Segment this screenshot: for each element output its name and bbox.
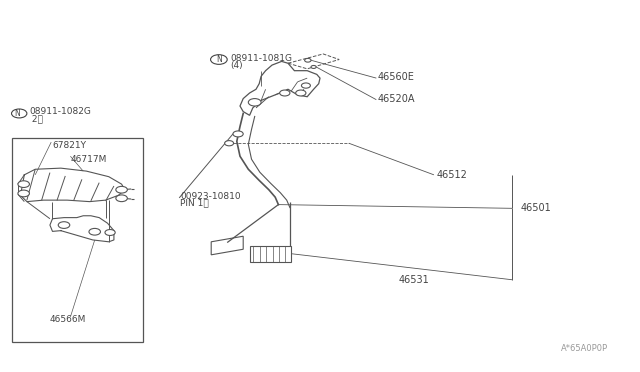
Text: 00923-10810: 00923-10810 bbox=[180, 192, 241, 201]
Circle shape bbox=[280, 90, 290, 96]
Circle shape bbox=[305, 58, 311, 62]
Circle shape bbox=[58, 222, 70, 228]
Bar bbox=[12, 138, 143, 342]
Circle shape bbox=[18, 181, 29, 187]
Text: 46717M: 46717M bbox=[70, 155, 107, 164]
Circle shape bbox=[89, 228, 100, 235]
Text: 67821Y: 67821Y bbox=[52, 141, 86, 150]
Text: 08911-1081G: 08911-1081G bbox=[230, 54, 292, 62]
Circle shape bbox=[248, 99, 261, 106]
Circle shape bbox=[116, 195, 127, 202]
Circle shape bbox=[296, 90, 306, 96]
Circle shape bbox=[311, 65, 316, 68]
Text: 46501: 46501 bbox=[520, 203, 551, 213]
Text: 08911-1082G: 08911-1082G bbox=[29, 107, 92, 116]
Text: N: N bbox=[15, 109, 20, 118]
Text: PIN 1〉: PIN 1〉 bbox=[180, 198, 209, 207]
Text: A*65A0P0P: A*65A0P0P bbox=[561, 344, 608, 353]
Circle shape bbox=[233, 131, 243, 137]
Text: (4): (4) bbox=[230, 61, 243, 70]
Circle shape bbox=[18, 190, 29, 197]
Text: 46520A: 46520A bbox=[378, 94, 415, 104]
Circle shape bbox=[12, 109, 27, 118]
Text: 46566M: 46566M bbox=[50, 315, 86, 324]
Text: 2〉: 2〉 bbox=[29, 115, 44, 124]
Text: 46512: 46512 bbox=[436, 170, 467, 180]
Circle shape bbox=[211, 55, 227, 64]
Circle shape bbox=[105, 230, 115, 235]
Circle shape bbox=[116, 186, 127, 193]
Circle shape bbox=[301, 83, 310, 88]
Text: N: N bbox=[216, 55, 221, 64]
Text: 46531: 46531 bbox=[398, 275, 429, 285]
Circle shape bbox=[225, 141, 234, 146]
Text: 46560E: 46560E bbox=[378, 73, 415, 82]
